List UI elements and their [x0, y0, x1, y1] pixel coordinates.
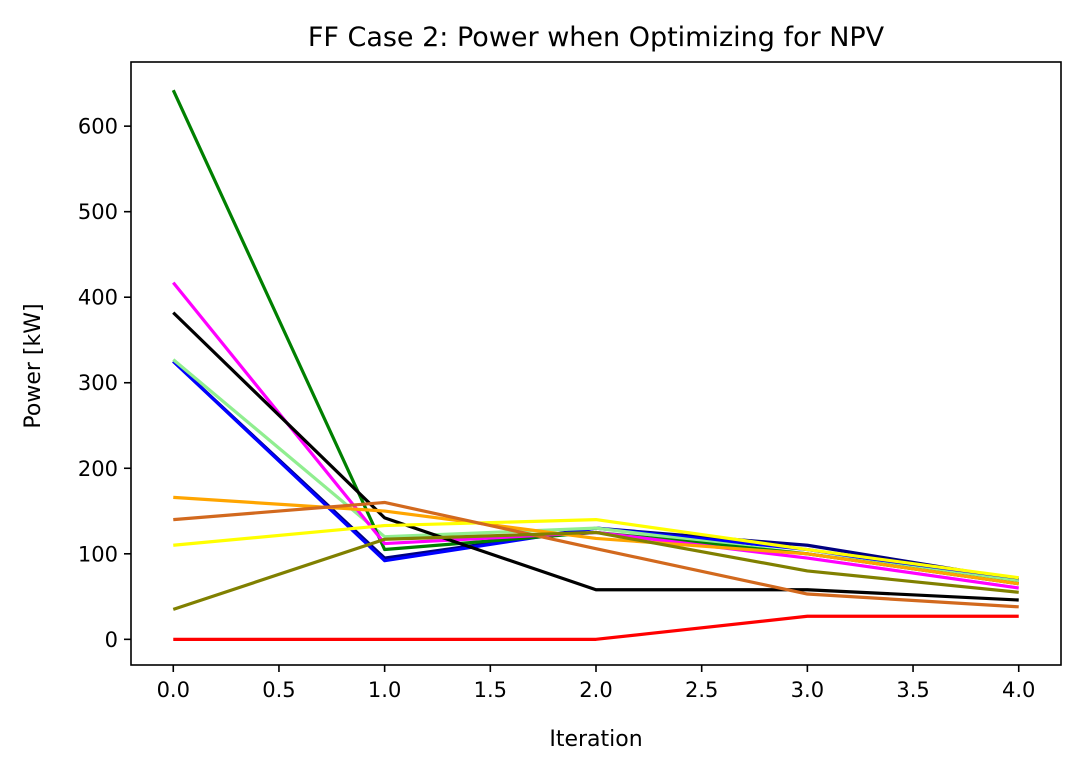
x-tick-label: 4.0	[1002, 678, 1035, 702]
x-tick-label: 2.5	[685, 678, 718, 702]
x-tick-label: 1.5	[474, 678, 507, 702]
series-line-7	[173, 495, 1019, 586]
x-tick-label: 3.5	[896, 678, 929, 702]
x-axis: 0.0 0.5 1.0 1.5 2.0 2.5 3.0 3.5 4.0	[157, 665, 1035, 702]
x-tick-label: 1.0	[368, 678, 401, 702]
x-axis-title: Iteration	[549, 727, 642, 752]
series-line-9	[173, 500, 1019, 609]
series-line-6	[172, 311, 1019, 602]
y-tick-label: 400	[78, 286, 118, 310]
series-line-1	[172, 360, 1019, 582]
y-tick-label: 600	[78, 115, 118, 139]
series-line-8	[173, 517, 1019, 580]
x-tick-label: 3.0	[791, 678, 824, 702]
y-axis-title: Power [kW]	[21, 303, 46, 428]
y-axis: 0 100 200 300 400 500 600	[78, 115, 131, 652]
x-tick-label: 2.0	[579, 678, 612, 702]
x-tick-label: 0.0	[157, 678, 190, 702]
y-tick-label: 500	[78, 200, 118, 224]
y-tick-label: 100	[78, 542, 118, 566]
series-line-10	[172, 530, 1019, 611]
y-tick-label: 300	[78, 371, 118, 395]
chart-title: FF Case 2: Power when Optimizing for NPV	[308, 22, 885, 53]
y-tick-label: 200	[78, 457, 118, 481]
series-line-11	[173, 614, 1019, 641]
y-tick-label: 0	[105, 628, 118, 652]
x-tick-label: 0.5	[262, 678, 295, 702]
series-layer	[171, 89, 1019, 641]
